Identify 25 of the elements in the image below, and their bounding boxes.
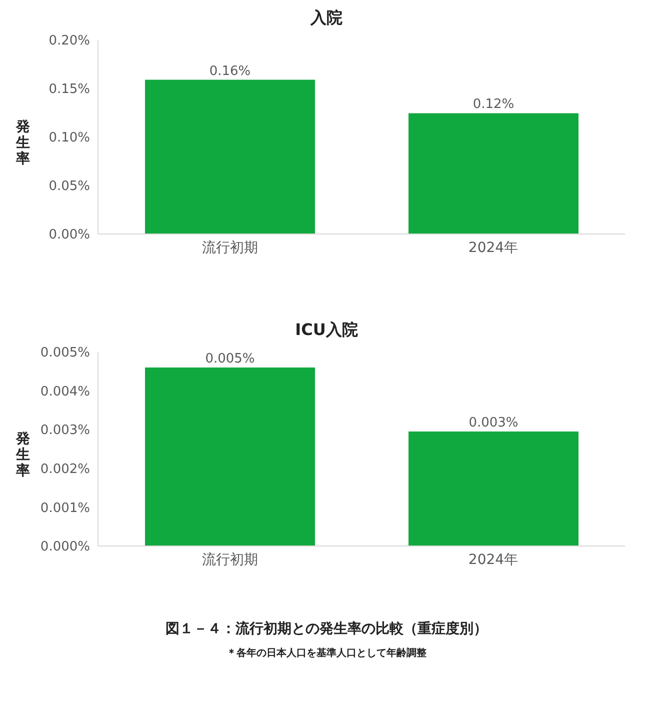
y-tick-label: 0.00% bbox=[48, 228, 90, 243]
y-tick-label: 0.005% bbox=[40, 346, 90, 361]
x-tick-label: 2024年 bbox=[468, 240, 518, 256]
x-tick-label: 流行初期 bbox=[202, 240, 258, 256]
chart-title: 入院 bbox=[309, 8, 344, 29]
y-axis-title: 発生率 bbox=[16, 119, 30, 167]
y-axis-title: 発生率 bbox=[16, 431, 30, 479]
caption: 図１－４：流行初期との発生率の比較（重症度別） bbox=[164, 620, 488, 638]
y-tick-label: 0.000% bbox=[40, 540, 90, 555]
data-label: 0.003% bbox=[468, 416, 518, 431]
x-tick-label: 2024年 bbox=[468, 552, 518, 568]
data-label: 0.12% bbox=[472, 97, 514, 112]
chart-title: ICU入院 bbox=[294, 320, 359, 341]
data-label: 0.005% bbox=[205, 352, 255, 367]
x-tick-label: 流行初期 bbox=[202, 552, 258, 568]
text: ＊各年の日本人口を基準人口として年齢調整 bbox=[226, 646, 428, 660]
data-label: 0.16% bbox=[209, 64, 251, 79]
y-tick-label: 0.10% bbox=[48, 130, 90, 146]
y-tick-label: 0.15% bbox=[48, 82, 90, 98]
y-tick-label: 0.001% bbox=[40, 500, 90, 516]
y-tick-label: 0.004% bbox=[40, 384, 90, 400]
y-tick-label: 0.20% bbox=[48, 34, 90, 49]
y-tick-label: 0.003% bbox=[40, 423, 90, 438]
y-tick-label: 0.05% bbox=[48, 179, 90, 194]
y-tick-label: 0.002% bbox=[40, 462, 90, 478]
